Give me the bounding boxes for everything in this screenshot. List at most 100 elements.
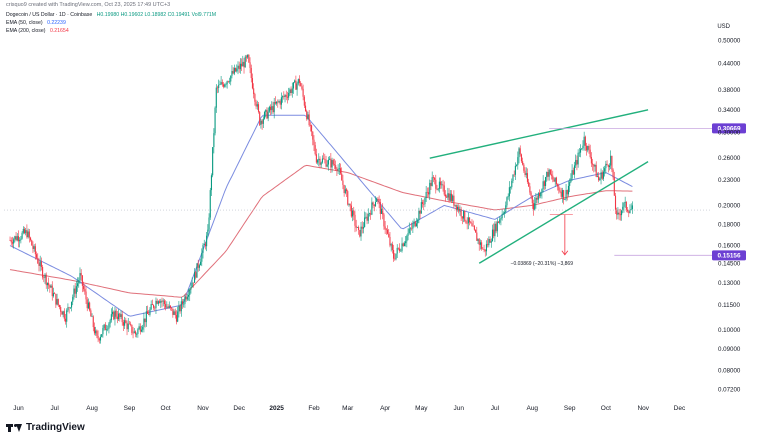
candle-body: [482, 248, 484, 250]
candle-body: [537, 193, 539, 200]
candle-body: [184, 296, 186, 304]
candle-body: [406, 235, 408, 242]
candle-body: [335, 165, 337, 169]
candle-body: [265, 109, 267, 113]
x-tick-label: Jul: [51, 405, 60, 412]
candle-body: [248, 54, 250, 63]
candle-body: [464, 210, 466, 221]
candle-body: [542, 181, 544, 190]
candle-body: [324, 159, 326, 160]
candle-body: [150, 304, 152, 310]
candle-body: [371, 202, 373, 215]
candle-body: [22, 228, 24, 233]
candle-body: [394, 258, 396, 260]
candle-body: [520, 154, 522, 162]
candle-body: [90, 310, 92, 317]
candle-body: [96, 330, 98, 336]
candle-body: [430, 182, 432, 186]
x-tick-label: Aug: [526, 405, 538, 412]
candle-body: [438, 181, 440, 189]
candle-body: [534, 203, 536, 210]
candle-body: [588, 145, 590, 150]
candle-body: [379, 201, 381, 214]
candle-body: [20, 238, 22, 240]
candle-body: [501, 213, 503, 219]
candle-body: [532, 203, 535, 210]
ema50-layer: [9, 114, 633, 317]
candle-body: [547, 171, 549, 177]
candle-body: [629, 210, 631, 213]
candle-body: [266, 109, 268, 119]
candle-body: [545, 177, 547, 186]
candle-body: [196, 263, 198, 278]
candle-body: [119, 313, 121, 317]
candle-body: [89, 302, 91, 311]
candle-body: [128, 323, 130, 325]
candle-body: [173, 311, 175, 315]
candle-body: [36, 254, 38, 258]
candle-body: [560, 191, 562, 197]
candle-body: [155, 300, 157, 308]
candle-body: [144, 318, 146, 323]
candle-body: [476, 232, 478, 241]
candle-body: [251, 78, 254, 89]
x-tick-label: Jun: [13, 405, 24, 412]
candle-body: [589, 149, 591, 157]
candle-body: [14, 236, 16, 240]
candle-body: [370, 213, 372, 215]
candle-body: [72, 296, 74, 302]
candle-body: [238, 65, 240, 70]
candle-body: [257, 104, 260, 112]
candle-body: [602, 171, 604, 179]
candle-body: [469, 217, 471, 223]
candle-body: [450, 193, 453, 201]
candle-body: [616, 209, 618, 215]
candle-body: [39, 261, 41, 266]
x-tick-label: Apr: [380, 405, 391, 412]
candle-body: [48, 282, 50, 286]
candle-body: [243, 61, 245, 68]
candle-body: [277, 101, 279, 103]
tradingview-brand[interactable]: TradingView: [6, 422, 85, 433]
candle-body: [102, 328, 104, 335]
candle-body: [569, 182, 571, 186]
candle-body: [625, 201, 627, 210]
candle-body: [113, 311, 115, 320]
y-tick-label: 0.10000: [718, 327, 741, 334]
candle-body: [493, 229, 495, 237]
candle-body: [341, 173, 343, 181]
candle-body: [242, 61, 244, 67]
candle-body: [91, 316, 93, 318]
y-tick-label: 0.11500: [718, 302, 740, 309]
candle-body: [436, 188, 438, 190]
candle-body: [93, 327, 96, 334]
candle-body: [55, 293, 57, 305]
price-badge-label: 0.30669: [717, 126, 741, 133]
candle-body: [307, 114, 309, 120]
candle-body: [508, 187, 510, 197]
candle-body: [428, 192, 430, 195]
legend-ema50-row[interactable]: EMA (50, close) 0.22239: [6, 19, 216, 27]
candle-body: [61, 311, 63, 315]
candle-body: [131, 324, 133, 333]
legend-ema200-row[interactable]: EMA (200, close) 0.21654: [6, 27, 216, 35]
candle-body: [499, 219, 501, 223]
candle-body: [411, 228, 413, 230]
candle-body: [373, 204, 375, 206]
candle-body: [209, 190, 211, 218]
candle-body: [284, 95, 286, 97]
candle-body: [491, 229, 494, 242]
candle-body: [628, 211, 630, 213]
symbol-label[interactable]: Dogecoin / US Dollar · 1D · Coinbase: [6, 12, 93, 18]
currency-label[interactable]: USD: [717, 24, 730, 30]
candle-body: [441, 184, 443, 186]
candle-body: [280, 97, 282, 105]
candle-body: [273, 102, 275, 113]
candle-body: [592, 163, 594, 165]
candle-body: [171, 307, 173, 309]
candle-body: [274, 102, 276, 104]
candle-body: [549, 169, 551, 175]
candle-body: [576, 159, 578, 165]
candle-body: [376, 198, 378, 202]
